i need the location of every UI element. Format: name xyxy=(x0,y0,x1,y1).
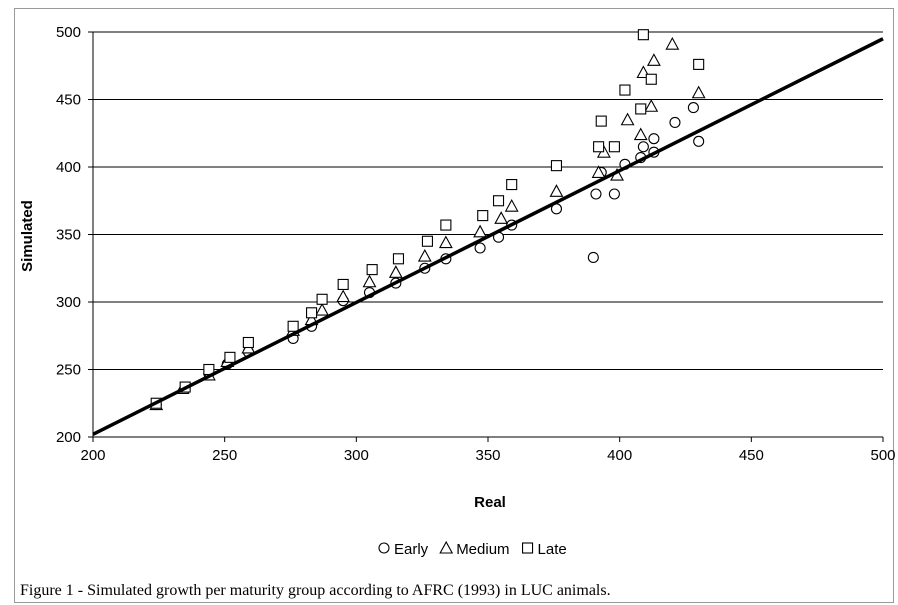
data-points xyxy=(149,29,706,411)
y-tick-label-500: 500 xyxy=(56,24,81,41)
point-late-8 xyxy=(337,278,349,291)
point-late-5 xyxy=(287,320,299,332)
point-medium-20 xyxy=(620,112,635,126)
point-late-21 xyxy=(635,103,647,115)
point-medium-26 xyxy=(691,85,706,99)
x-tick-label-300: 300 xyxy=(344,447,369,464)
legend-label-early: Early xyxy=(394,541,429,558)
figure-frame xyxy=(14,8,894,603)
point-late-23 xyxy=(645,73,657,85)
point-late-9 xyxy=(366,264,378,276)
point-late-14 xyxy=(492,195,505,207)
y-tick-label-200: 200 xyxy=(56,429,81,446)
point-early-26 xyxy=(693,135,705,147)
grid-lines xyxy=(93,31,883,370)
x-tick-label-500: 500 xyxy=(870,447,895,464)
y-tick-label-400: 400 xyxy=(56,159,81,176)
point-early-23 xyxy=(648,133,660,145)
point-medium-25 xyxy=(665,37,680,50)
x-tick-label-350: 350 xyxy=(475,447,500,464)
legend-marker-early xyxy=(378,542,390,554)
point-late-17 xyxy=(593,141,605,153)
point-medium-15 xyxy=(504,199,519,212)
x-tick-label-450: 450 xyxy=(739,447,764,464)
point-late-6 xyxy=(306,307,318,319)
regression-line-group xyxy=(92,37,884,436)
figure-caption: Figure 1 - Simulated growth per maturity… xyxy=(20,582,611,599)
point-medium-11 xyxy=(417,248,432,262)
point-late-11 xyxy=(421,235,433,247)
x-tick-label-250: 250 xyxy=(212,447,237,464)
point-medium-17 xyxy=(591,165,606,178)
point-late-19 xyxy=(608,141,620,153)
x-tick-labels: 200 250 300 350 400 450 500 xyxy=(80,447,895,464)
legend-label-medium: Medium xyxy=(456,541,509,558)
y-tick-label-250: 250 xyxy=(56,362,81,379)
y-axis-label: Simulated xyxy=(19,200,36,272)
point-late-20 xyxy=(619,84,631,96)
y-tick-label-350: 350 xyxy=(56,227,81,244)
x-tick-label-400: 400 xyxy=(607,447,632,464)
point-late-15 xyxy=(506,179,518,191)
point-late-22 xyxy=(637,29,649,41)
point-late-24 xyxy=(693,58,705,70)
y-tick-label-450: 450 xyxy=(56,92,81,109)
point-late-13 xyxy=(477,210,489,222)
point-medium-24 xyxy=(646,53,661,66)
point-medium-23 xyxy=(644,99,659,112)
point-medium-9 xyxy=(362,274,377,288)
point-late-10 xyxy=(392,253,405,265)
point-late-7 xyxy=(316,293,328,305)
point-medium-10 xyxy=(388,265,403,278)
point-early-21 xyxy=(637,141,649,153)
point-medium-7 xyxy=(315,302,330,316)
axes xyxy=(88,31,884,442)
point-late-4 xyxy=(242,336,254,349)
y-tick-labels: 200 250 300 350 400 450 500 xyxy=(56,24,81,446)
point-early-25 xyxy=(687,102,699,114)
point-medium-12 xyxy=(438,235,453,249)
point-late-18 xyxy=(595,115,607,127)
legend-label-late: Late xyxy=(538,541,567,558)
x-axis-label: Real xyxy=(474,494,506,511)
series-late xyxy=(150,29,705,409)
regression-line xyxy=(92,37,884,436)
point-early-11 xyxy=(474,242,486,254)
point-medium-16 xyxy=(549,184,564,197)
point-early-16 xyxy=(590,188,602,200)
point-late-3 xyxy=(224,351,236,363)
point-late-16 xyxy=(550,160,563,172)
point-medium-13 xyxy=(473,224,488,238)
point-early-18 xyxy=(608,188,620,200)
point-medium-8 xyxy=(336,289,351,303)
legend-marker-late xyxy=(521,542,534,554)
point-early-24 xyxy=(669,116,681,128)
point-medium-14 xyxy=(494,211,509,224)
point-early-15 xyxy=(587,251,599,264)
point-late-12 xyxy=(440,219,452,231)
legend-marker-medium xyxy=(439,540,454,554)
point-medium-21 xyxy=(633,127,648,141)
legend: Early Medium Late xyxy=(378,540,567,558)
x-tick-label-200: 200 xyxy=(80,447,105,464)
y-tick-label-300: 300 xyxy=(56,294,81,311)
